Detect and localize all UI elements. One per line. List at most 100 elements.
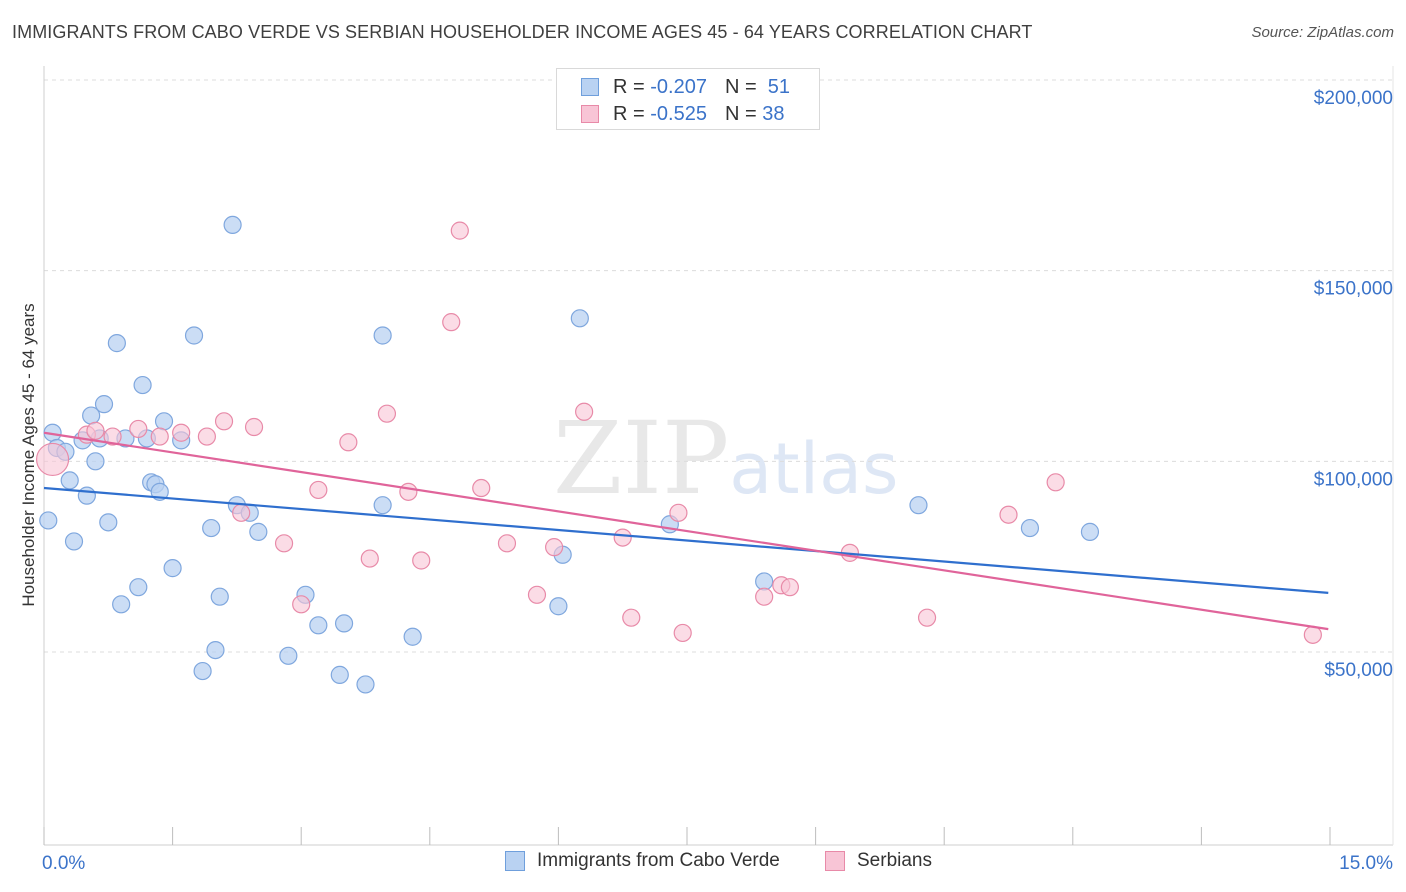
data-point-serbians xyxy=(575,402,594,421)
data-point-serbians xyxy=(232,503,251,522)
data-point-cabo-verde xyxy=(223,215,242,235)
bottom-legend-swatch-blue xyxy=(505,851,525,871)
data-point-cabo-verde xyxy=(193,661,212,681)
trend-line-cabo-verde xyxy=(43,486,1329,594)
data-point-serbians xyxy=(399,482,418,501)
data-point-serbians xyxy=(274,534,294,553)
data-point-cabo-verde xyxy=(330,665,349,684)
legend-row-serbians: R = -0.525 N = 38 xyxy=(581,102,784,126)
data-point-cabo-verde xyxy=(112,595,131,614)
data-point-cabo-verde xyxy=(94,395,114,414)
legend-swatch-pink xyxy=(581,105,599,123)
watermark-atlas: atlas xyxy=(729,428,899,510)
data-point-serbians xyxy=(412,551,431,570)
data-point-serbians xyxy=(472,478,491,498)
data-point-serbians xyxy=(622,608,641,627)
data-point-serbians xyxy=(755,587,774,606)
data-point-cabo-verde xyxy=(129,578,148,597)
data-point-cabo-verde xyxy=(279,646,298,665)
data-point-serbians xyxy=(309,480,328,500)
legend-r-value: -0.207 xyxy=(650,75,707,98)
data-point-serbians xyxy=(339,433,358,452)
data-point-serbians xyxy=(527,585,547,604)
data-point-cabo-verde xyxy=(184,326,204,345)
legend-r-label: R = xyxy=(613,75,645,98)
data-point-cabo-verde xyxy=(356,675,375,694)
data-point-serbians xyxy=(360,549,379,568)
data-point-cabo-verde xyxy=(133,375,152,395)
data-point-cabo-verde xyxy=(99,513,118,532)
data-point-serbians xyxy=(129,419,148,439)
data-point-serbians xyxy=(214,412,234,431)
data-point-serbians xyxy=(197,427,216,446)
legend-n-value: 38 xyxy=(762,102,785,125)
data-point-cabo-verde xyxy=(39,511,58,530)
data-point-cabo-verde xyxy=(403,627,422,646)
data-point-serbians xyxy=(450,221,469,240)
bottom-legend-label: Serbians xyxy=(857,850,932,871)
data-point-serbians xyxy=(172,423,191,442)
data-point-serbians xyxy=(673,623,692,643)
trend-lines xyxy=(43,431,1329,631)
x-tick-label-max: 15.0% xyxy=(1339,853,1393,874)
y-tick-label: $200,000 xyxy=(1314,88,1393,109)
data-point-cabo-verde xyxy=(309,616,328,635)
data-point-cabo-verde xyxy=(334,614,354,633)
series-serbians-points xyxy=(35,221,1322,644)
trend-line-serbians xyxy=(43,431,1329,631)
data-point-serbians xyxy=(244,417,264,437)
legend-r-label: R = xyxy=(613,102,645,125)
data-point-cabo-verde xyxy=(373,496,392,515)
bottom-legend-label: Immigrants from Cabo Verde xyxy=(537,850,780,871)
data-point-cabo-verde xyxy=(1080,522,1100,541)
data-point-cabo-verde xyxy=(249,522,268,541)
legend-r-value: -0.525 xyxy=(650,102,707,125)
legend-n-value: 51 xyxy=(767,75,791,98)
y-tick-label: $50,000 xyxy=(1324,660,1393,681)
data-point-cabo-verde xyxy=(373,326,392,345)
data-point-serbians xyxy=(669,503,688,522)
data-point-cabo-verde xyxy=(549,597,568,616)
data-point-cabo-verde xyxy=(909,496,928,515)
data-point-serbians xyxy=(545,538,564,557)
y-tick-label: $150,000 xyxy=(1314,279,1393,300)
data-point-cabo-verde xyxy=(163,559,182,578)
data-point-cabo-verde xyxy=(570,309,589,328)
y-tick-label: $100,000 xyxy=(1314,469,1393,490)
data-point-serbians xyxy=(780,578,799,597)
data-point-serbians xyxy=(1046,473,1065,492)
source-label: Source: ZipAtlas.com xyxy=(1251,24,1394,41)
bottom-legend-swatch-pink xyxy=(825,851,845,871)
legend-n-label: N = xyxy=(724,75,757,98)
legend: R = -0.207 N = 51 R = -0.525 N = 38 xyxy=(556,68,820,130)
bottom-legend-serbians: Serbians xyxy=(825,850,932,872)
series-cabo-verde-points xyxy=(39,215,1100,694)
data-point-cabo-verde xyxy=(77,486,96,505)
data-point-cabo-verde xyxy=(1020,518,1040,538)
data-point-cabo-verde xyxy=(60,471,79,490)
chart-title: IMMIGRANTS FROM CABO VERDE VS SERBIAN HO… xyxy=(12,22,1033,42)
data-point-cabo-verde xyxy=(210,587,229,606)
data-point-serbians xyxy=(35,442,70,477)
legend-row-cabo-verde: R = -0.207 N = 51 xyxy=(581,75,790,99)
data-point-serbians xyxy=(613,528,632,547)
legend-n-label: N = xyxy=(724,102,757,125)
data-point-cabo-verde xyxy=(206,640,225,660)
data-point-cabo-verde xyxy=(107,334,126,353)
data-point-serbians xyxy=(497,534,517,553)
data-point-cabo-verde xyxy=(755,572,774,591)
data-point-serbians xyxy=(377,404,397,423)
y-axis-title: Householder Income Ages 45 - 64 years xyxy=(19,303,38,606)
watermark: ZIPatlas xyxy=(553,400,898,517)
axes xyxy=(43,66,1394,846)
data-point-cabo-verde xyxy=(154,412,174,431)
x-tick-label-min: 0.0% xyxy=(42,853,85,874)
bottom-legend-cabo-verde: Immigrants from Cabo Verde xyxy=(505,850,780,872)
data-point-serbians xyxy=(86,421,105,440)
legend-swatch-blue xyxy=(581,78,599,96)
data-point-cabo-verde xyxy=(64,532,84,551)
data-point-cabo-verde xyxy=(202,518,221,538)
data-point-serbians xyxy=(292,595,311,614)
x-axis-ticks xyxy=(43,827,1331,845)
